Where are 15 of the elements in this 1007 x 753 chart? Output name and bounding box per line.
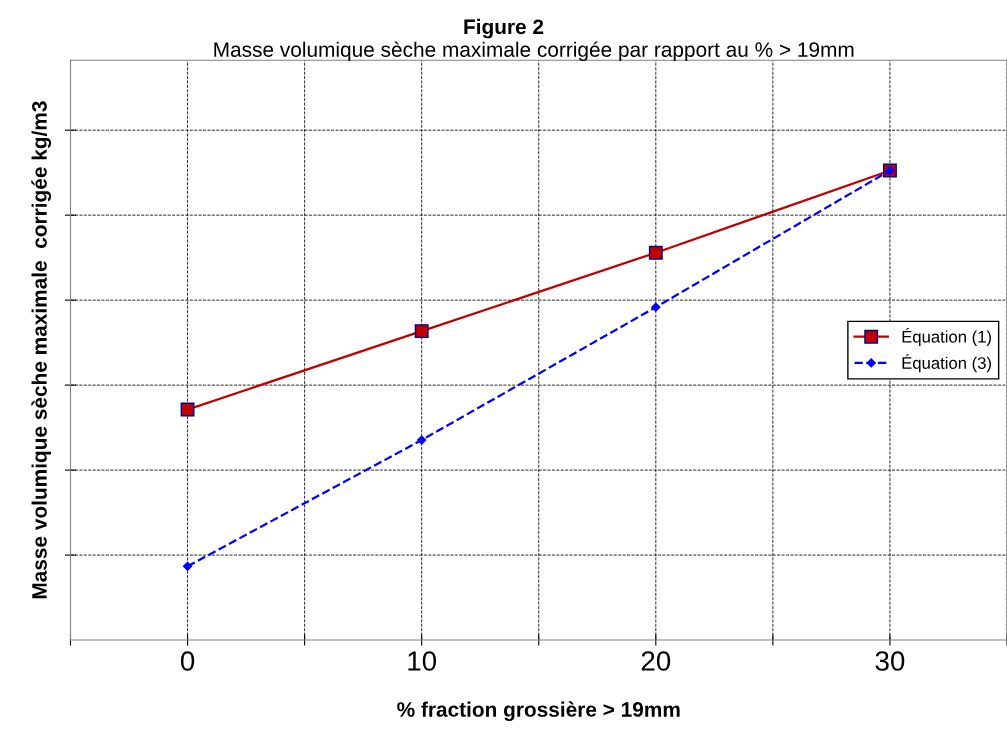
y-axis-title: Masse volumique sèche maximale corrigée kg/m3: [31, 101, 52, 599]
point: [417, 435, 427, 445]
legend-label: Équation (1): [902, 328, 991, 346]
legend-label: Équation (3): [902, 354, 991, 373]
chart-title: Figure 2: [464, 18, 544, 39]
chart-subtitle: Masse volumique sèche maximale corrigée par rapport au % > 19mm: [214, 41, 854, 62]
point: [414, 324, 429, 339]
x-axis-title: % fraction grossière > 19mm: [397, 701, 680, 722]
x-tick-label: 20: [641, 651, 671, 671]
point: [648, 245, 663, 260]
point: [651, 302, 661, 312]
x-tick-label: 0: [180, 651, 195, 671]
x-tick-label: 10: [408, 651, 437, 671]
x-tick-label: 30: [875, 651, 905, 671]
point: [182, 561, 193, 571]
